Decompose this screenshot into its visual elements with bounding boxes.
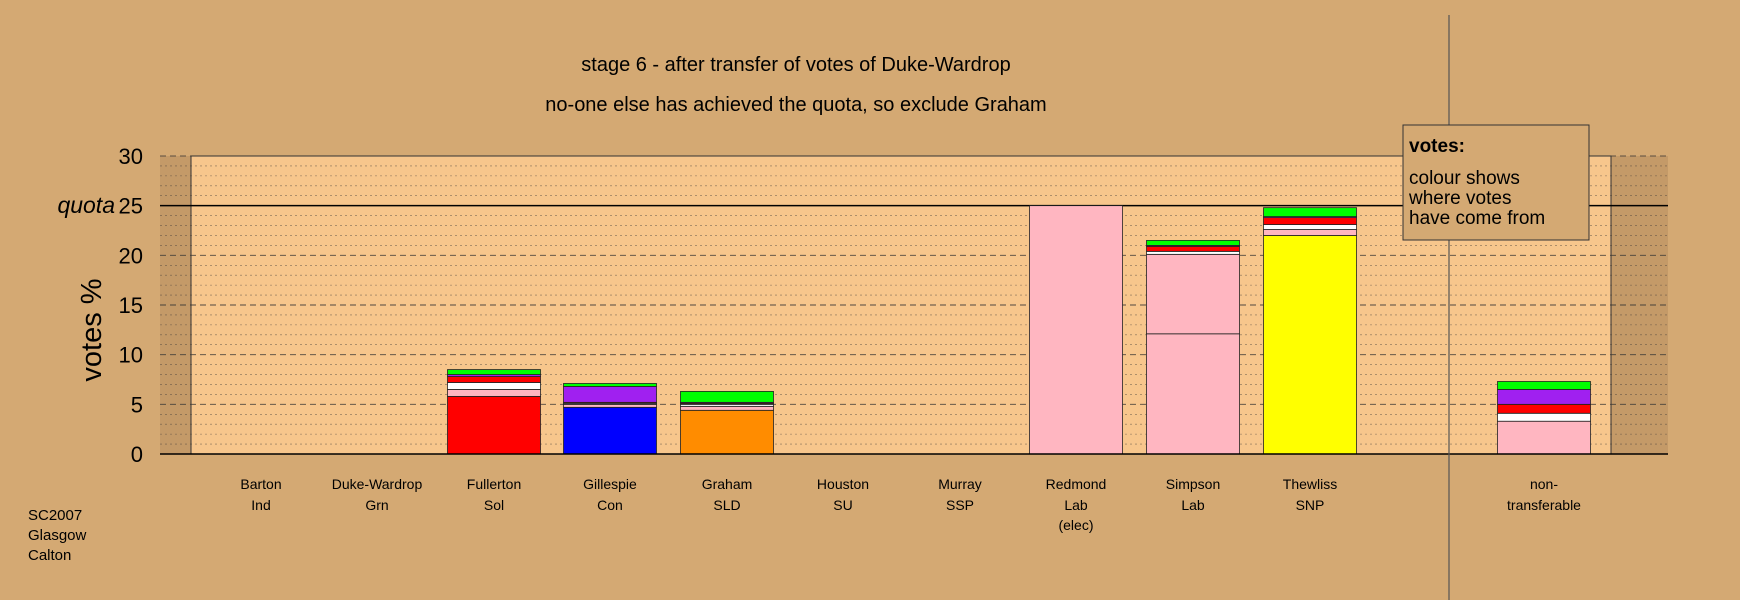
legend-line-1: colour shows — [1409, 168, 1520, 189]
candidate-name: Graham — [702, 476, 753, 492]
bar-stack — [1497, 381, 1591, 455]
bar-segment — [563, 386, 657, 403]
bar-segment — [1146, 240, 1240, 246]
candidate-name: Simpson — [1166, 476, 1220, 492]
quota-label: quota — [57, 192, 115, 218]
bar-segment — [1497, 389, 1591, 405]
candidate-name: Duke-Wardrop — [332, 476, 423, 492]
bar-segment — [1497, 420, 1591, 455]
bar-segment — [680, 409, 774, 455]
bar-segment — [1263, 235, 1357, 455]
bar-segment — [1263, 229, 1357, 236]
candidate-party: Lab — [1064, 497, 1088, 513]
candidate-party: Con — [597, 497, 623, 513]
candidate-name: non- — [1530, 476, 1558, 492]
bar-segment — [1497, 403, 1591, 414]
y-tick-label: 20 — [119, 243, 143, 268]
bar-segment — [447, 395, 541, 455]
bar-segment — [1263, 224, 1357, 230]
bar-segment — [680, 405, 774, 411]
candidate-name: Barton — [240, 476, 281, 492]
bar-segment — [1146, 333, 1240, 455]
candidate-name: Thewliss — [1283, 476, 1337, 492]
legend-line-3: have come from — [1409, 208, 1545, 229]
candidate-party: SSP — [946, 497, 974, 513]
legend-box — [1402, 124, 1590, 241]
candidate-name: Gillespie — [583, 476, 637, 492]
bars — [447, 205, 1591, 455]
candidate-party: Grn — [365, 497, 388, 513]
bar-segment — [563, 406, 657, 455]
candidate-party: Lab — [1181, 497, 1205, 513]
candidate-party: SU — [833, 497, 852, 513]
bar-segment — [447, 382, 541, 390]
x-axis-labels: Barton Ind Duke-Wardrop Grn Fullerton Sol Gill… — [240, 476, 1581, 533]
bar-segment — [447, 369, 541, 375]
bar-segment — [447, 376, 541, 383]
candidate-party: SLD — [713, 497, 740, 513]
y-axis-title: votes % — [76, 278, 108, 381]
y-axis: 0 5 10 15 20 25 30 — [119, 144, 143, 467]
bar-segment — [1146, 250, 1240, 255]
bar-segment — [1263, 217, 1357, 225]
candidate-name: Fullerton — [467, 476, 521, 492]
footer-line-1: SC2007 — [28, 507, 82, 524]
y-tick-label: 5 — [131, 392, 143, 417]
bar-stack — [1263, 207, 1357, 455]
bar-stack — [1029, 205, 1123, 455]
candidate-name: Murray — [938, 476, 982, 492]
bar-segment — [1146, 253, 1240, 335]
bar-stack — [563, 383, 657, 455]
bar-segment — [1497, 381, 1591, 390]
bar-segment — [1146, 245, 1240, 252]
bar-stack — [1146, 240, 1240, 455]
candidate-party: Sol — [484, 497, 504, 513]
y-tick-label: 25 — [119, 194, 143, 219]
bar-segment — [1497, 412, 1591, 422]
candidate-status: (elec) — [1058, 517, 1093, 533]
y-tick-label: 30 — [119, 144, 143, 169]
y-tick-label: 10 — [119, 343, 143, 368]
bar-segment — [563, 383, 657, 387]
y-tick-label: 0 — [131, 442, 143, 467]
bar-segment — [447, 389, 541, 397]
footer-line-2: Glasgow — [28, 527, 87, 544]
candidate-party: transferable — [1507, 497, 1581, 513]
legend-line-2: where votes — [1408, 188, 1511, 209]
candidate-party: Ind — [251, 497, 270, 513]
bar-stack — [680, 391, 774, 455]
bar-segment — [1029, 205, 1123, 455]
chart-title: stage 6 - after transfer of votes of Duk… — [581, 54, 1010, 76]
candidate-party: SNP — [1296, 497, 1325, 513]
legend-title: votes: — [1409, 136, 1465, 157]
legend: votes: colour shows where votes have com… — [1402, 124, 1590, 241]
chart-subtitle: no-one else has achieved the quota, so e… — [545, 94, 1046, 116]
bar-stack — [447, 369, 541, 455]
candidate-name: Houston — [817, 476, 869, 492]
bar-segment — [680, 391, 774, 403]
y-tick-label: 15 — [119, 293, 143, 318]
bar-segment — [563, 403, 657, 408]
candidate-name: Redmond — [1046, 476, 1107, 492]
bar-segment — [1263, 207, 1357, 217]
footer-line-3: Calton — [28, 547, 71, 564]
